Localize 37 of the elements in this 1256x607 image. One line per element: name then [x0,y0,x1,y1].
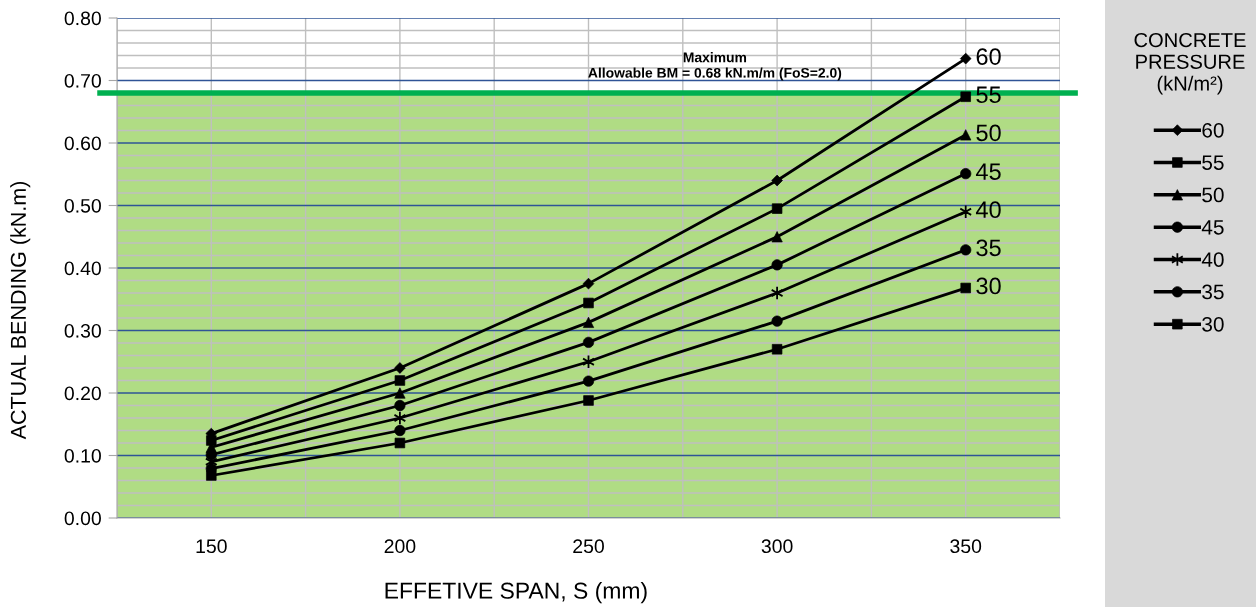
text: 30 [976,277,1001,295]
legend-label: 35 [1202,284,1224,300]
y-tick-label: 0.50 [64,198,101,213]
x-tick-label: 300 [761,539,793,554]
legend-label: 50 [1202,187,1224,203]
x-axis-title: EFFETIVE SPAN, S (mm) [385,582,647,604]
point [770,285,784,301]
legend-label: 45 [1201,220,1224,235]
legend-label: 55 [1202,155,1224,170]
y-tick-label: 0.70 [64,73,101,88]
text: 60 [976,48,1001,65]
x-tick-label: 350 [950,539,982,554]
x-tick-label: 150 [196,539,227,554]
text: 40 [975,201,1001,219]
y-tick-label: 0.60 [64,136,101,151]
x-tick-label: 200 [384,539,416,554]
point [771,344,783,355]
legend-title: CONCRETE PRESSURE (kN/m²) [1134,32,1246,95]
y-tick-label: 0.30 [64,323,101,338]
legend-label: 30 [1202,316,1224,332]
y-tick-label: 0.80 [64,11,101,26]
y-tick-label: 0.00 [64,511,101,526]
y-tick-label: 0.10 [64,448,101,463]
point [393,410,407,426]
text: 35 [976,239,1001,257]
point [959,204,973,219]
point [394,437,406,449]
y-axis-title: ACTUAL BENDING (kN.m) [10,181,31,440]
y-tick-label: 0.40 [64,261,101,276]
ref-line-label: Maximum Allowable BM = 0.68 kN.m/m (FoS=2.0) [588,52,842,81]
text: 45 [975,163,1001,180]
text: 50 [976,124,1001,142]
x-tick-label: 250 [573,539,604,554]
legend-label: 40 [1201,252,1224,267]
point [960,282,971,294]
legend-label: 60 [1202,122,1224,138]
y-tick-label: 0.20 [64,386,101,401]
